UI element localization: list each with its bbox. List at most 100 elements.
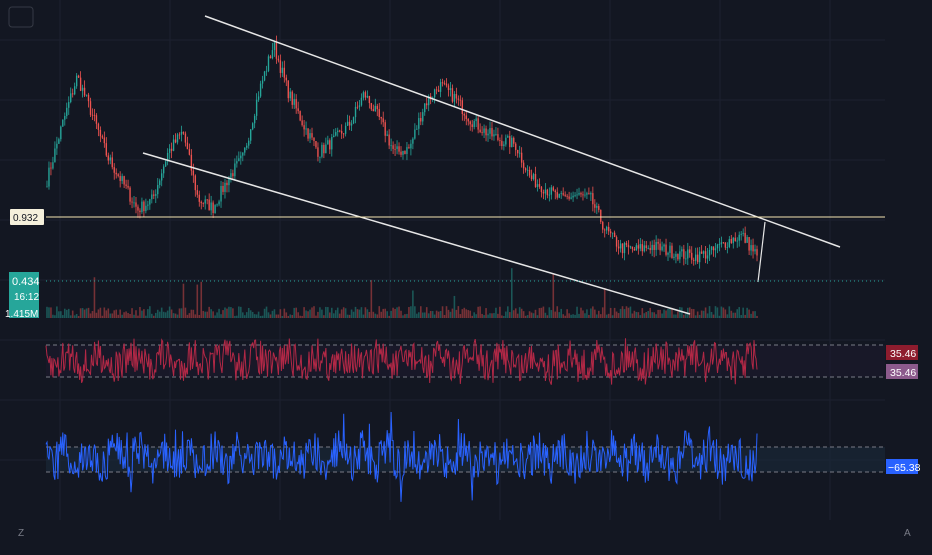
candle-body <box>184 133 187 143</box>
candle-body <box>73 86 76 95</box>
candle-body <box>368 95 371 104</box>
candle-body <box>653 244 655 250</box>
volume-bar <box>489 313 491 318</box>
volume-bar <box>184 307 187 318</box>
volume-bar <box>277 314 280 318</box>
volume-bar <box>287 315 290 318</box>
volume-bar <box>546 315 549 318</box>
volume-bar <box>629 306 632 318</box>
volume-bar <box>530 312 533 318</box>
volume-bar <box>323 315 325 318</box>
candle-body <box>443 83 446 85</box>
volume-bar <box>81 308 84 318</box>
volume-bar <box>514 308 517 318</box>
volume-bar <box>659 309 661 318</box>
volume-bar <box>740 315 742 318</box>
candle-body <box>671 245 673 258</box>
volume-bar <box>156 309 159 318</box>
projection-line <box>757 221 766 283</box>
candle-body <box>119 175 121 181</box>
volume-bar <box>370 280 373 318</box>
candle-body <box>85 94 88 96</box>
candle-body <box>283 67 286 78</box>
candle-body <box>683 249 685 259</box>
volume-bar <box>754 311 756 318</box>
volume-bar <box>665 310 667 318</box>
candle-body <box>265 70 268 72</box>
volume-bar <box>433 314 436 318</box>
volume-bar <box>236 315 238 318</box>
volume-bar <box>321 309 323 318</box>
volume-bar <box>437 311 440 318</box>
volume-bar <box>427 313 430 318</box>
volume-bar <box>655 314 657 318</box>
candle-body <box>52 162 54 169</box>
candle-body <box>162 166 165 174</box>
volume-bar <box>327 307 329 318</box>
volume-bar <box>133 314 135 318</box>
volume-bar <box>212 311 214 318</box>
candle-body <box>346 121 349 126</box>
candle-body <box>513 137 515 144</box>
candle-body <box>178 134 181 136</box>
candle-body <box>756 249 758 256</box>
candle-body <box>726 247 729 248</box>
volume-bar <box>218 308 220 318</box>
candle-body <box>586 193 588 195</box>
candle-body <box>200 201 202 204</box>
candle-body <box>489 128 491 134</box>
volume-bar <box>200 281 203 318</box>
candle-body <box>121 176 123 181</box>
volume-bar <box>297 312 299 318</box>
candle-body <box>412 138 414 144</box>
volume-bar <box>453 295 456 318</box>
auto-scale-a-icon[interactable]: A <box>904 528 911 539</box>
candle-body <box>596 205 598 208</box>
candle-body <box>107 155 109 161</box>
candle-body <box>631 246 634 250</box>
volume-bar <box>627 307 630 318</box>
volume-bar <box>273 309 276 318</box>
volume-bar <box>91 311 94 318</box>
volume-bar <box>467 310 470 318</box>
square-outline-icon[interactable] <box>8 6 34 28</box>
candle-body <box>161 173 163 181</box>
candle-body <box>95 115 98 124</box>
volume-bar <box>372 311 375 318</box>
volume-bar <box>532 313 535 318</box>
candle-body <box>139 210 141 213</box>
candle-body <box>50 167 52 169</box>
candle-body <box>534 173 537 188</box>
candle-body <box>214 205 216 214</box>
volume-bar <box>421 312 424 318</box>
volume-bar <box>172 313 175 318</box>
volume-bar <box>588 314 590 318</box>
candle-body <box>621 243 624 254</box>
candle-body <box>511 137 513 148</box>
volume-bar <box>601 307 604 318</box>
candle-body <box>392 145 394 149</box>
volume-bar <box>206 311 208 318</box>
volume-bar <box>301 315 303 318</box>
volume-bar <box>344 308 347 318</box>
candle-body <box>457 98 460 100</box>
volume-bar <box>261 315 264 318</box>
candle-body <box>342 133 345 135</box>
volume-bar <box>137 315 139 318</box>
volume-bar <box>62 315 64 318</box>
candle-body <box>716 244 719 249</box>
volume-bar <box>469 310 472 318</box>
candle-body <box>637 245 640 249</box>
volume-bar <box>449 311 452 318</box>
volume-text: 1.415M <box>5 309 38 320</box>
volume-bar <box>657 309 659 318</box>
volume-bar <box>524 315 527 318</box>
volume-bar <box>283 308 286 318</box>
candle-body <box>301 120 303 126</box>
zoom-z-icon[interactable]: Z <box>18 528 24 539</box>
candle-body <box>447 85 450 91</box>
volume-bar <box>271 310 274 318</box>
candle-body <box>441 82 444 84</box>
volume-bar <box>580 307 582 318</box>
